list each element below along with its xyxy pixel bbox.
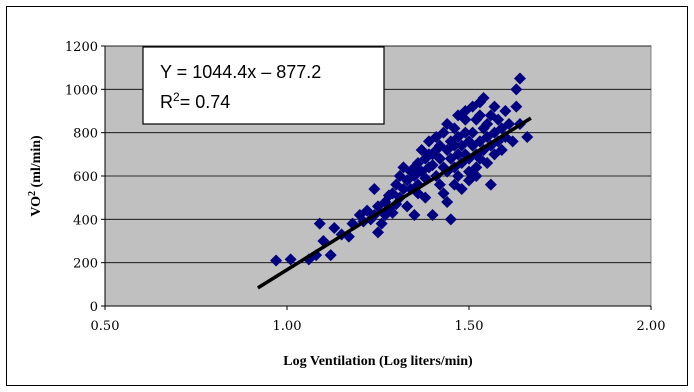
x-tick-label: 1.00	[273, 319, 302, 334]
x-tick-label: 1.50	[455, 319, 484, 334]
y-tick-label: 1200	[65, 40, 98, 55]
y-tick-label: 400	[73, 213, 98, 228]
x-tick-label: 2.00	[637, 319, 666, 334]
r-squared-main: R	[160, 92, 173, 112]
equation-box: Y = 1044.4x – 877.2 R2= 0.74	[143, 47, 384, 124]
y-tick-label: 1000	[65, 83, 98, 98]
y-tick-label: 0	[90, 300, 98, 315]
x-tick-label: 0.50	[91, 319, 120, 334]
y-axis-title: VO2 (ml/min)	[27, 135, 44, 217]
y-tick-label: 800	[73, 127, 98, 142]
r-squared: R2= 0.74	[160, 90, 230, 112]
equation-box-border	[143, 47, 384, 124]
x-tick-labels: 0.50 1.00 1.50 2.00	[91, 319, 666, 334]
x-axis-title: Log Ventilation (Log liters/min)	[283, 354, 473, 369]
y-tick-label: 200	[73, 257, 98, 272]
y-axis-title-main: VO	[29, 196, 44, 217]
regression-equation: Y = 1044.4x – 877.2	[160, 62, 321, 82]
y-tick-label: 600	[73, 170, 98, 185]
y-tick-labels: 0 200 400 600 800 1000 1200	[65, 40, 98, 315]
y-axis-title-unit: (ml/min)	[29, 135, 44, 191]
r-squared-value: = 0.74	[180, 92, 231, 112]
